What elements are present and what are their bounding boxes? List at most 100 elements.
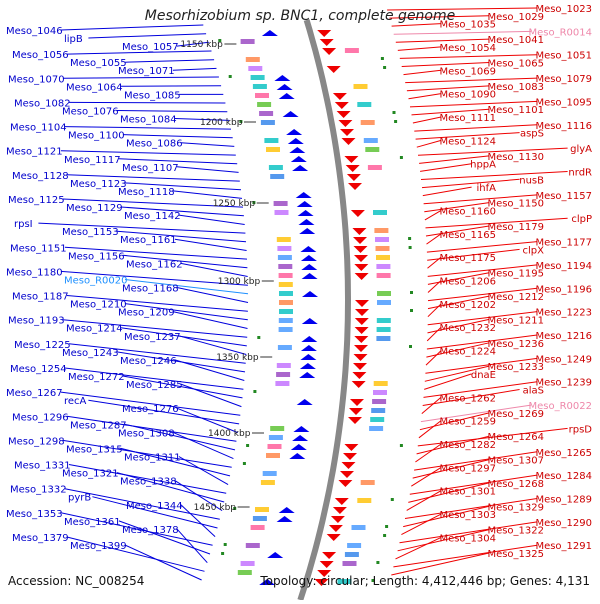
- connector-line-right: [420, 404, 532, 423]
- gene-label-right: Meso_1196: [535, 284, 592, 295]
- minus-strand-feature: [292, 165, 309, 171]
- gene-label-left: Meso_1082: [14, 98, 71, 109]
- feature-tick: [221, 552, 225, 555]
- feature-block: [278, 327, 293, 332]
- gene-label-right: Meso_1065: [487, 59, 544, 70]
- plus-strand-feature: [353, 237, 367, 244]
- plus-strand-feature: [332, 93, 347, 100]
- connector-line-right: [397, 46, 442, 51]
- gene-label-right: Meso_1179: [487, 222, 544, 233]
- connector-line-right: [415, 443, 442, 463]
- minus-strand-feature: [259, 579, 276, 585]
- connector-line-right: [387, 7, 538, 11]
- feature-block: [373, 390, 387, 395]
- gene-label-left: Meso_1353: [6, 509, 63, 520]
- plus-strand-feature: [354, 327, 369, 334]
- plus-strand-feature: [353, 246, 368, 253]
- connector-line-left: [178, 456, 229, 486]
- feature-block: [262, 471, 277, 476]
- gene-label-right: Meso_1101: [487, 105, 544, 116]
- plus-strand-feature: [319, 39, 334, 46]
- feature-block: [375, 237, 389, 242]
- plus-strand-feature: [338, 120, 353, 127]
- gene-label-right: Meso_1224: [439, 347, 496, 358]
- minus-strand-feature: [299, 363, 316, 369]
- ruler-label: 1250 kbp: [213, 199, 256, 209]
- connector-line-right: [427, 248, 520, 261]
- connector-line-left: [64, 488, 220, 520]
- feature-block: [371, 408, 386, 413]
- connector-line-right: [417, 147, 568, 156]
- feature-block: [279, 309, 293, 314]
- connector-line-right: [427, 311, 538, 326]
- connector-line-left: [124, 182, 242, 191]
- feature-block: [267, 444, 282, 449]
- plus-strand-feature: [326, 66, 341, 73]
- feature-block: [278, 282, 293, 287]
- gene-label-left: pyrB: [68, 493, 91, 504]
- gene-label-left: Meso_1254: [10, 364, 67, 375]
- plus-strand-feature: [352, 372, 367, 379]
- gene-label-left: Meso_1276: [122, 404, 179, 415]
- minus-strand-feature: [301, 318, 318, 324]
- feature-block: [237, 570, 252, 575]
- connector-line-right: [425, 225, 490, 237]
- connector-line-right: [424, 202, 490, 213]
- feature-block: [342, 561, 357, 566]
- connector-line-left: [116, 230, 247, 243]
- plus-strand-feature: [317, 570, 332, 577]
- feature-block: [278, 273, 293, 278]
- feature-tick: [246, 444, 250, 447]
- minus-strand-feature: [298, 219, 315, 225]
- feature-tick: [410, 291, 413, 294]
- connector-line-left: [68, 343, 246, 364]
- connector-line-right: [420, 171, 568, 180]
- gene-label-left: Meso_1308: [118, 428, 175, 439]
- gene-label-right: Meso_1054: [439, 43, 496, 54]
- connector-line-right: [391, 552, 490, 576]
- feature-block: [275, 381, 290, 386]
- gene-label-right: Meso_1029: [487, 12, 544, 23]
- gene-label-left: Meso_1298: [8, 436, 65, 447]
- gene-label-left: Meso_1246: [120, 356, 177, 367]
- connector-line-right: [424, 365, 490, 382]
- ruler-label: 1350 kbp: [216, 353, 259, 363]
- connector-line-left: [88, 33, 207, 39]
- feature-block: [360, 480, 375, 485]
- feature-block: [360, 120, 375, 125]
- gene-label-right: Meso_1269: [487, 409, 544, 420]
- minus-strand-feature: [299, 228, 316, 234]
- minus-strand-feature: [293, 426, 310, 432]
- gene-label-right: Meso_1329: [487, 502, 544, 513]
- connector-line-right: [414, 124, 538, 132]
- plus-strand-feature: [350, 399, 364, 406]
- gene-label-left: Meso_1117: [64, 155, 121, 166]
- connector-line-right: [412, 116, 442, 124]
- connector-line-left: [66, 50, 212, 55]
- connector-line-right: [420, 163, 472, 172]
- genome-backbone: [297, 19, 352, 601]
- gene-label-right: Meso_1212: [487, 292, 544, 303]
- gene-label-left: Meso_1100: [68, 131, 125, 142]
- gene-label-right: nusB: [519, 175, 544, 186]
- feature-block: [277, 345, 292, 350]
- plus-strand-feature: [354, 255, 368, 262]
- feature-block: [266, 147, 280, 152]
- feature-block: [373, 210, 387, 215]
- connector-line-left: [178, 214, 245, 225]
- gene-label-left: lipB: [64, 34, 83, 45]
- connector-line-right: [406, 85, 490, 92]
- minus-strand-feature: [292, 435, 309, 441]
- connector-line-right: [411, 466, 442, 487]
- gene-label-right: ihfA: [477, 183, 497, 194]
- feature-block: [274, 210, 289, 215]
- connector-line-left: [62, 439, 232, 468]
- feature-block: [351, 525, 366, 530]
- feature-block: [252, 84, 267, 89]
- gene-label-left: Meso_1331: [14, 461, 71, 472]
- connector-line-right: [406, 490, 442, 511]
- gene-label-left: Meso_1086: [126, 139, 183, 150]
- feature-block: [337, 579, 352, 584]
- gene-label-left: Meso_1225: [14, 340, 71, 351]
